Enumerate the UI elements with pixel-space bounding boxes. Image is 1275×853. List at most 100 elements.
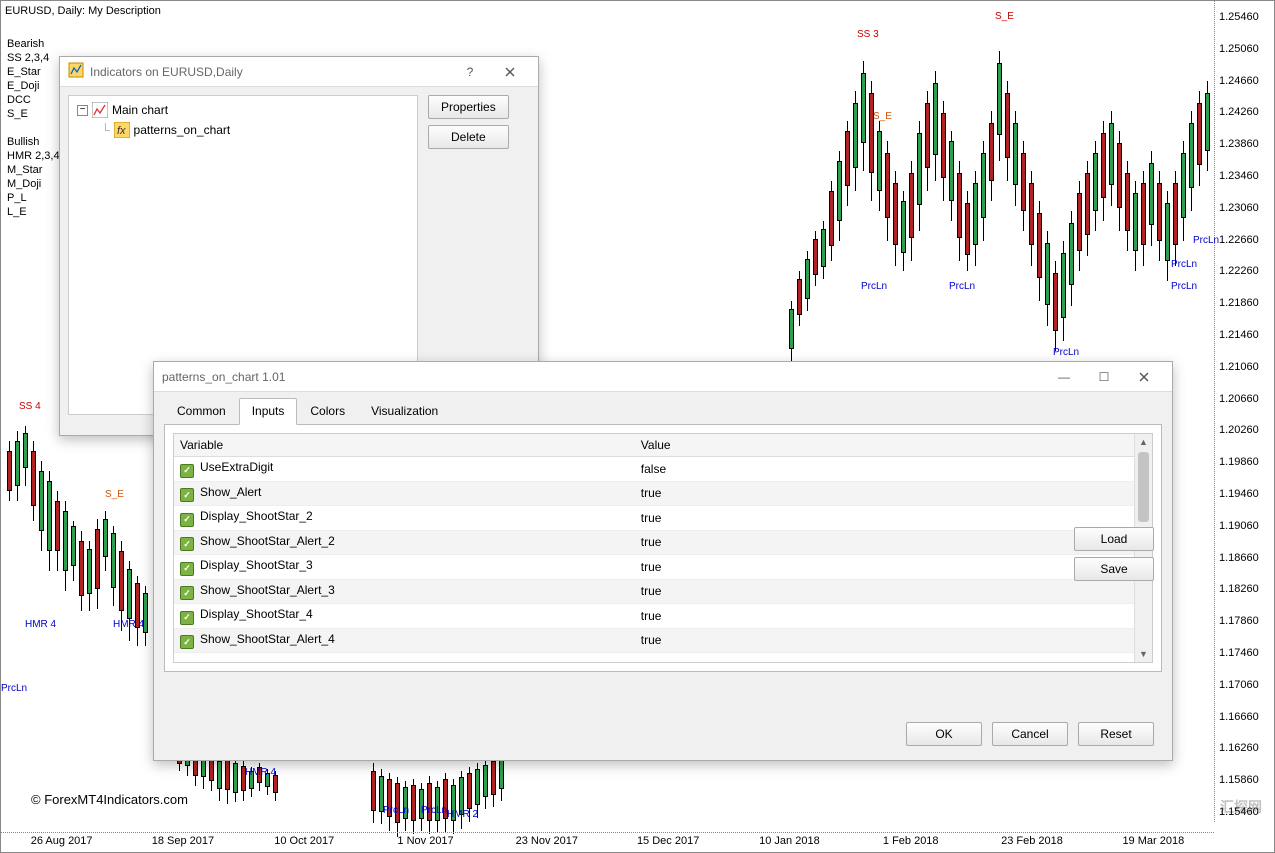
price-tick: 1.23460: [1219, 170, 1274, 182]
var-value[interactable]: true: [635, 530, 1134, 555]
save-button[interactable]: Save: [1074, 557, 1154, 581]
chart-annotation: PrcLn: [383, 805, 409, 816]
scroll-thumb[interactable]: [1138, 452, 1149, 522]
tab-inputs[interactable]: Inputs: [239, 398, 298, 425]
price-axis: 1.254601.250601.246601.242601.238601.234…: [1214, 1, 1274, 822]
input-row[interactable]: ✓Show_ShootStar_Alert_3true: [174, 579, 1134, 604]
var-value[interactable]: true: [635, 628, 1134, 653]
var-value[interactable]: false: [635, 457, 1134, 482]
close-button[interactable]: [1124, 363, 1164, 391]
help-button[interactable]: ?: [450, 58, 490, 86]
var-name: ✓Display_ShootStar_3: [174, 555, 635, 580]
collapse-icon[interactable]: −: [77, 105, 88, 116]
time-tick: 1 Feb 2018: [850, 835, 971, 852]
chart-annotation: SS 3: [857, 29, 879, 40]
input-row[interactable]: ✓Display_ShootStar_2true: [174, 506, 1134, 531]
price-tick: 1.15860: [1219, 774, 1274, 786]
tab-colors[interactable]: Colors: [297, 398, 358, 425]
properties-button[interactable]: Properties: [428, 95, 509, 119]
indicator-icon: fx: [114, 122, 130, 138]
tab-common[interactable]: Common: [164, 398, 239, 425]
price-tick: 1.25460: [1219, 11, 1274, 23]
var-value[interactable]: true: [635, 506, 1134, 531]
properties-dialog: patterns_on_chart 1.01 — ☐ CommonInputsC…: [153, 361, 1173, 761]
price-tick: 1.17060: [1219, 679, 1274, 691]
price-tick: 1.22660: [1219, 234, 1274, 246]
chart-annotation: PrcLn: [1193, 235, 1219, 246]
time-axis: 26 Aug 201718 Sep 201710 Oct 20171 Nov 2…: [1, 832, 1214, 852]
tree-root[interactable]: − Main chart: [77, 100, 409, 120]
input-row[interactable]: ✓Show_Alerttrue: [174, 481, 1134, 506]
chart-annotation: PrcLn: [1053, 347, 1079, 358]
properties-titlebar[interactable]: patterns_on_chart 1.01 — ☐: [154, 362, 1172, 392]
price-tick: 1.23860: [1219, 138, 1274, 150]
var-name: ✓Display_ShootStar_2: [174, 506, 635, 531]
delete-button[interactable]: Delete: [428, 125, 509, 149]
var-name: ✓Show_ShootStar_Alert_4: [174, 628, 635, 653]
price-tick: 1.20660: [1219, 393, 1274, 405]
price-tick: 1.23060: [1219, 202, 1274, 214]
chart-annotation: PrcLn: [949, 281, 975, 292]
minimize-button[interactable]: —: [1044, 363, 1084, 391]
var-name: ✓Show_ShootStar_Alert_2: [174, 530, 635, 555]
properties-title: patterns_on_chart 1.01: [162, 370, 285, 384]
price-tick: 1.21460: [1219, 329, 1274, 341]
var-value[interactable]: true: [635, 555, 1134, 580]
inputs-panel: Variable Value ✓UseExtraDigitfalse✓Show_…: [164, 424, 1162, 672]
time-tick: 23 Feb 2018: [971, 835, 1092, 852]
input-row[interactable]: ✓Display_ShootStar_4true: [174, 604, 1134, 629]
input-row[interactable]: ✓Display_ShootStar_3true: [174, 555, 1134, 580]
input-row[interactable]: ✓UseExtraDigitfalse: [174, 457, 1134, 482]
time-tick: 23 Nov 2017: [486, 835, 607, 852]
chart-annotation: SS 4: [19, 401, 41, 412]
var-icon: ✓: [180, 464, 194, 478]
chart-annotation: PrcLn: [1171, 281, 1197, 292]
tab-visualization[interactable]: Visualization: [358, 398, 451, 425]
var-name: ✓Show_ShootStar_Alert_3: [174, 579, 635, 604]
price-tick: 1.16660: [1219, 711, 1274, 723]
copyright-label: © ForexMT4Indicators.com: [31, 792, 188, 807]
watermark: 汇探网: [1220, 797, 1262, 817]
chart-annotation: S_E: [873, 111, 892, 122]
price-tick: 1.22260: [1219, 265, 1274, 277]
reset-button[interactable]: Reset: [1078, 722, 1154, 746]
scroll-down-icon[interactable]: ▼: [1135, 646, 1152, 662]
price-tick: 1.17860: [1219, 615, 1274, 627]
price-tick: 1.16260: [1219, 742, 1274, 754]
time-tick: 26 Aug 2017: [1, 835, 122, 852]
chart-icon: [92, 102, 108, 118]
input-row[interactable]: ✓Show_ShootStar_Alert_2true: [174, 530, 1134, 555]
ok-button[interactable]: OK: [906, 722, 982, 746]
time-tick: 10 Oct 2017: [244, 835, 365, 852]
chart-annotation: HMR 4: [245, 767, 276, 778]
indicators-titlebar[interactable]: Indicators on EURUSD,Daily ?: [60, 57, 538, 87]
indicators-title: Indicators on EURUSD,Daily: [90, 65, 243, 79]
chart-annotation: PrcLn: [861, 281, 887, 292]
maximize-button[interactable]: ☐: [1084, 363, 1124, 391]
cancel-button[interactable]: Cancel: [992, 722, 1068, 746]
inputs-grid[interactable]: Variable Value ✓UseExtraDigitfalse✓Show_…: [174, 434, 1134, 662]
chart-annotation: S_E: [995, 11, 1014, 22]
tree-child[interactable]: └ fx patterns_on_chart: [77, 120, 409, 140]
price-tick: 1.20260: [1219, 424, 1274, 436]
var-value[interactable]: true: [635, 481, 1134, 506]
tree-child-label: patterns_on_chart: [134, 123, 231, 137]
price-tick: 1.21860: [1219, 297, 1274, 309]
time-tick: 18 Sep 2017: [122, 835, 243, 852]
col-value[interactable]: Value: [635, 434, 1134, 457]
var-value[interactable]: true: [635, 604, 1134, 629]
var-icon: ✓: [180, 611, 194, 625]
tab-strip: CommonInputsColorsVisualization: [154, 392, 1172, 425]
var-name: ✓UseExtraDigit: [174, 457, 635, 482]
chart-annotation: HMR 4: [25, 619, 56, 630]
price-tick: 1.24260: [1219, 106, 1274, 118]
chart-title: EURUSD, Daily: My Description: [5, 5, 161, 17]
load-button[interactable]: Load: [1074, 527, 1154, 551]
close-button[interactable]: [490, 58, 530, 86]
price-tick: 1.19860: [1219, 456, 1274, 468]
input-row[interactable]: ✓Show_ShootStar_Alert_4true: [174, 628, 1134, 653]
col-variable[interactable]: Variable: [174, 434, 635, 457]
scroll-up-icon[interactable]: ▲: [1135, 434, 1152, 450]
var-value[interactable]: true: [635, 579, 1134, 604]
var-icon: ✓: [180, 513, 194, 527]
